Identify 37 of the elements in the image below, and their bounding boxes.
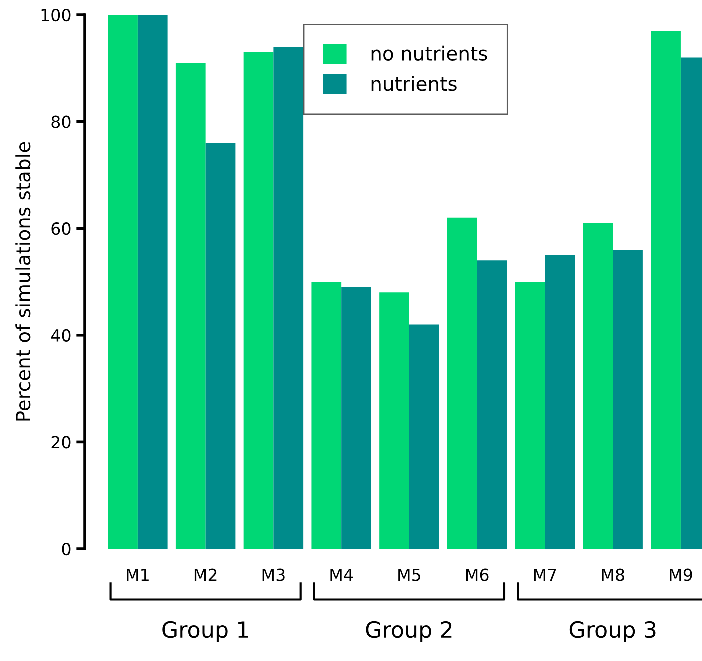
x-tick-label: M7 <box>534 568 556 582</box>
legend-label: no nutrients <box>372 46 488 61</box>
bar <box>176 63 206 549</box>
bar <box>138 15 168 549</box>
bar <box>108 15 138 549</box>
bar <box>274 47 304 549</box>
bar <box>342 287 372 549</box>
legend-label: nutrients <box>372 76 457 92</box>
bar <box>447 218 478 549</box>
bar <box>613 250 643 549</box>
x-tick-label: M2 <box>194 568 217 582</box>
x-tick-label: M3 <box>262 568 285 582</box>
bar <box>206 143 236 549</box>
bar <box>244 52 274 549</box>
y-tick-label: 40 <box>51 329 71 342</box>
y-tick-label: 20 <box>52 436 71 449</box>
y-tick-label: 0 <box>62 542 71 556</box>
x-tick-label: M8 <box>602 568 624 582</box>
bar <box>380 292 410 549</box>
text: Group 1 <box>162 621 248 643</box>
bar <box>312 282 342 549</box>
x-tick-label: M1 <box>127 568 149 582</box>
text: Group 2 <box>366 621 452 643</box>
x-tick-label: M4 <box>330 568 354 582</box>
bar <box>583 223 614 549</box>
bar <box>409 324 440 549</box>
y-tick-label: 60 <box>52 222 71 236</box>
text: Group 3 <box>570 621 656 643</box>
bar <box>477 260 508 549</box>
bar <box>515 282 546 549</box>
y-tick-label: 100 <box>42 8 71 22</box>
bar <box>545 255 576 549</box>
x-tick-label: M6 <box>466 568 489 582</box>
y-axis-title: Percent of simulations stable <box>16 142 31 421</box>
y-tick-label: 80 <box>52 116 71 128</box>
x-tick-label: M5 <box>398 568 420 582</box>
x-tick-label: M9 <box>670 568 692 582</box>
